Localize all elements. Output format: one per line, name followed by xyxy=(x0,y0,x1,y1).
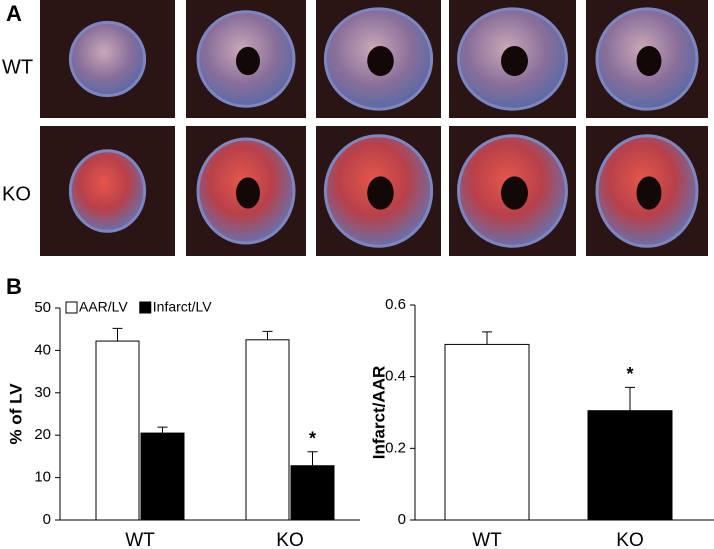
legend-swatch xyxy=(139,301,152,314)
bar xyxy=(587,410,673,521)
heart-photos xyxy=(40,0,708,256)
bar xyxy=(444,343,530,521)
error-bar xyxy=(307,451,318,466)
row-label: WT xyxy=(2,56,33,78)
legend-label: AAR/LV xyxy=(79,299,128,315)
y-tick-label: 30 xyxy=(34,384,51,401)
lumen xyxy=(367,45,394,77)
error-bar xyxy=(112,327,123,342)
bar xyxy=(140,432,185,521)
y-tick-label: 10 xyxy=(34,469,51,486)
lumen xyxy=(367,176,394,210)
x-tick-label: WT xyxy=(472,530,502,549)
y-tick-label: 0.2 xyxy=(385,439,406,456)
heart-slice xyxy=(68,149,147,233)
significance-mark: * xyxy=(309,428,316,448)
legend-swatch xyxy=(65,301,78,314)
y-axis-label: Infarct/AAR xyxy=(369,366,388,460)
error-bar xyxy=(262,330,273,340)
heart-slice xyxy=(68,20,147,98)
row-label: KO xyxy=(2,183,31,205)
bar xyxy=(245,339,290,521)
bar xyxy=(290,465,335,521)
chart-aar-infarct: 0 10 20 30 40 50 % of LV WT KO * AAR/LV Infarct/LV xyxy=(6,299,360,549)
y-tick-label: 50 xyxy=(34,299,51,316)
panel-label: A xyxy=(6,1,22,26)
significance-mark: * xyxy=(626,364,633,384)
x-tick-label: KO xyxy=(276,530,303,549)
x-tick-label: KO xyxy=(616,530,643,549)
bar xyxy=(95,340,140,521)
error-bar xyxy=(482,331,492,345)
error-bar xyxy=(625,386,635,411)
y-tick-label: 40 xyxy=(34,341,51,358)
panel-label: B xyxy=(6,274,22,299)
lumen xyxy=(636,45,662,77)
y-tick-label: 0 xyxy=(398,511,406,528)
chart-infarct-aar: 0 0.2 0.4 0.6 Infarct/AAR WT KO * xyxy=(369,296,714,549)
x-tick-label: WT xyxy=(125,530,155,549)
lumen xyxy=(501,45,528,77)
lumen xyxy=(636,176,662,210)
y-tick-label: 0.6 xyxy=(385,296,406,313)
y-axis-label: % of LV xyxy=(6,383,25,445)
lumen xyxy=(501,176,528,210)
legend-label: Infarct/LV xyxy=(153,299,213,315)
y-tick-label: 0.4 xyxy=(385,368,406,385)
error-bar xyxy=(157,426,168,434)
y-tick-label: 20 xyxy=(34,426,51,443)
y-tick-label: 0 xyxy=(43,511,51,528)
lumen xyxy=(236,46,260,76)
lumen xyxy=(236,177,260,209)
